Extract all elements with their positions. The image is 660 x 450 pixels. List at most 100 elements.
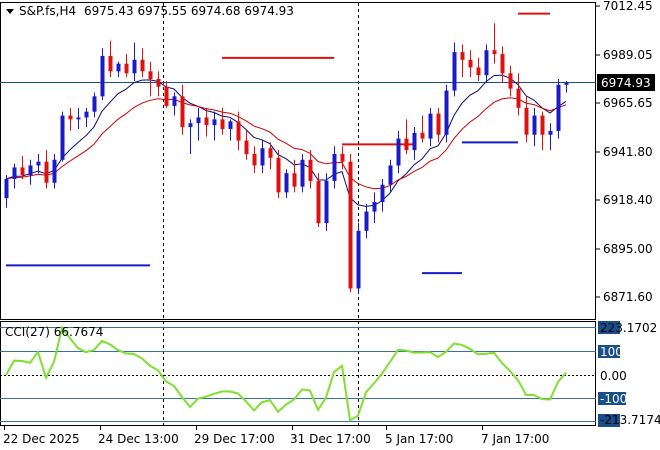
candle-body xyxy=(460,52,465,60)
candle-body xyxy=(284,173,289,193)
time-label: 24 Dec 13:00 xyxy=(98,432,179,446)
candle-body xyxy=(428,113,433,139)
candle-body xyxy=(52,159,57,183)
indicator-title: CCI(27) 66.7674 xyxy=(5,325,103,339)
candle-body xyxy=(116,63,121,72)
candle-body xyxy=(332,153,337,181)
candle-body xyxy=(164,86,169,106)
stop-lines xyxy=(6,12,550,275)
candle-body xyxy=(388,165,393,185)
current-price-value: 6974.93 xyxy=(601,76,651,90)
cci-tick-minus100: -100 xyxy=(600,392,627,406)
candle-body xyxy=(492,50,497,55)
candle-body xyxy=(308,159,313,181)
candle-body xyxy=(156,79,161,87)
price-axis: 7012.45 6989.05 6965.65 6941.80 6918.40 … xyxy=(596,0,653,304)
candle-body xyxy=(268,148,273,158)
candle-body xyxy=(36,161,41,166)
cci-tick-100: 100 xyxy=(600,345,623,359)
candlesticks xyxy=(4,23,569,295)
price-tick: 6918.40 xyxy=(603,193,653,207)
candle-body xyxy=(196,117,201,124)
candle-body xyxy=(188,123,193,128)
candle-body xyxy=(204,117,209,126)
candle-body xyxy=(236,121,241,141)
candle-body xyxy=(28,165,33,176)
price-tick: 6895.00 xyxy=(603,242,653,256)
cci-tick-0: 0.00 xyxy=(600,369,627,383)
candle-body xyxy=(484,50,489,76)
candle-body xyxy=(12,167,17,179)
candle-body xyxy=(540,115,545,135)
candle-body xyxy=(212,119,217,126)
candle-body xyxy=(124,63,129,74)
candle-body xyxy=(228,121,233,129)
candle-body xyxy=(516,88,521,108)
candle-body xyxy=(92,96,97,112)
time-axis: 22 Dec 2025 24 Dec 13:00 29 Dec 17:00 31… xyxy=(3,426,549,446)
candle-body xyxy=(140,59,145,72)
main-panel-frame xyxy=(0,2,596,320)
candle-body xyxy=(420,132,425,139)
candle-body xyxy=(44,161,49,183)
candle-body xyxy=(524,107,529,135)
candle-body xyxy=(100,55,105,97)
candle-body xyxy=(252,153,257,166)
indicator-axis: 223.1702 100 0.00 -100 -213.7174 xyxy=(598,321,660,427)
candle-body xyxy=(220,119,225,129)
cci-line xyxy=(5,325,567,422)
candle-body xyxy=(316,180,321,224)
candle-body xyxy=(396,138,401,166)
candle-body xyxy=(76,117,81,120)
price-tick: 6989.05 xyxy=(603,48,653,62)
candle-body xyxy=(300,159,305,187)
candle-body xyxy=(372,202,377,212)
candle-body xyxy=(500,54,505,74)
time-label: 7 Jan 17:00 xyxy=(481,432,549,446)
candle-body xyxy=(356,230,361,289)
time-label: 31 Dec 17:00 xyxy=(290,432,371,446)
candle-body xyxy=(132,59,137,74)
candle-body xyxy=(244,140,249,154)
candle-body xyxy=(548,130,553,135)
candle-body xyxy=(20,167,25,176)
candle-body xyxy=(564,82,569,85)
current-price-tag xyxy=(597,74,655,91)
candle-body xyxy=(4,178,9,199)
candle-body xyxy=(260,148,265,166)
candle-body xyxy=(108,55,113,72)
candle-body xyxy=(404,138,409,151)
cci-levels xyxy=(0,327,596,422)
candle-body xyxy=(508,73,513,89)
ma-fast-line xyxy=(5,74,567,207)
candle-body xyxy=(84,111,89,118)
candle-body xyxy=(468,59,473,68)
symbol-label: S&P.fs,H4 xyxy=(19,4,76,18)
candle-body xyxy=(276,157,281,193)
price-tick: 6871.60 xyxy=(603,290,653,304)
indicator-panel-frame xyxy=(0,321,596,426)
candle-body xyxy=(148,71,153,80)
time-label: 5 Jan 17:00 xyxy=(385,432,453,446)
time-label: 22 Dec 2025 xyxy=(3,432,80,446)
candle-body xyxy=(364,211,369,231)
candle-body xyxy=(340,153,345,162)
candle-body xyxy=(68,115,73,120)
day-separators xyxy=(163,3,359,426)
cci-tick-min: -213.7174 xyxy=(600,413,660,427)
cci-tick-max: 223.1702 xyxy=(600,321,657,335)
candle-body xyxy=(452,52,457,91)
ohlc-label: 6975.43 6975.55 6974.68 6974.93 xyxy=(84,4,294,18)
price-tick: 6965.65 xyxy=(603,96,653,110)
candle-body xyxy=(556,84,561,131)
candle-body xyxy=(172,96,177,106)
candle-body xyxy=(348,161,353,289)
collapse-triangle-icon[interactable] xyxy=(6,9,14,14)
candle-body xyxy=(180,96,185,128)
candle-body xyxy=(436,113,441,135)
candle-body xyxy=(380,184,385,202)
candle-body xyxy=(60,115,65,160)
candle-body xyxy=(444,90,449,135)
time-label: 29 Dec 17:00 xyxy=(194,432,275,446)
